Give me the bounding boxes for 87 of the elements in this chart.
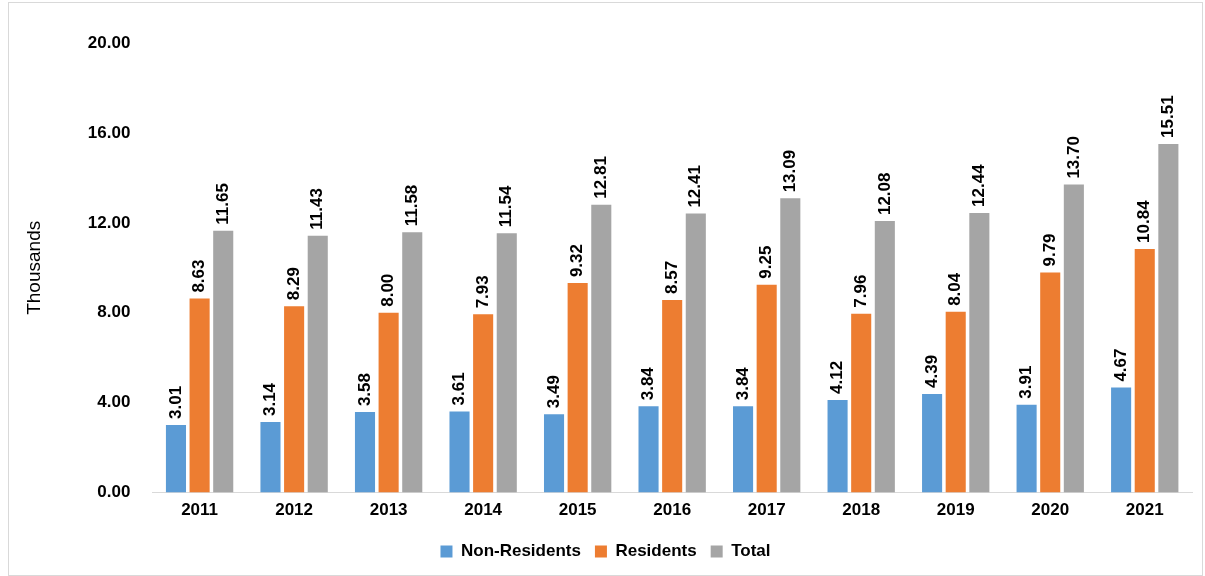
bar [922,393,943,493]
data-label: 7.93 [472,275,492,309]
bar [449,411,470,493]
x-tick-label: 2012 [275,500,314,520]
data-label: 7.96 [850,274,870,308]
bar [473,314,494,493]
data-label: 13.70 [1063,136,1083,179]
y-tick-label: 8.00 [97,302,131,322]
bar [189,298,210,493]
data-label: 8.29 [283,267,303,301]
bar [354,412,376,493]
bar [969,212,990,493]
data-label: 3.49 [543,375,563,409]
bar [1063,184,1084,493]
y-tick-label: 20.00 [87,32,131,52]
x-tick-label: 2017 [747,500,786,520]
legend-label: Residents [615,541,697,561]
y-axis-title: Thousands [22,220,44,315]
data-label: 3.58 [354,373,374,407]
bar [851,313,872,493]
data-label: 3.91 [1016,365,1036,399]
data-label: 9.25 [756,245,776,279]
data-label: 8.00 [378,273,398,307]
bar [378,312,399,493]
data-label: 3.84 [638,366,658,401]
data-label: 3.61 [449,372,469,406]
data-label: 11.58 [401,184,421,227]
bar [1016,404,1037,493]
data-label: 12.81 [590,156,610,199]
bar [685,213,706,493]
bar [780,198,801,493]
bar [1158,143,1179,493]
bar [638,406,659,493]
bar [874,221,895,493]
x-tick-label: 2018 [842,500,881,520]
x-tick-label: 2014 [464,500,503,520]
data-label: 8.63 [189,259,209,293]
x-tick-label: 2016 [653,500,692,520]
bar [402,232,423,493]
legend-label: Total [731,541,771,561]
data-label: 11.43 [307,188,327,230]
x-tick-label: 2011 [181,500,219,520]
x-tick-label: 2019 [936,500,975,520]
legend-label: Non-Residents [460,541,581,561]
bar [260,422,281,493]
bar [1134,248,1155,493]
data-label: 4.12 [827,360,847,394]
bar [307,235,328,493]
bar [945,311,966,493]
x-tick-label: 2021 [1125,500,1164,520]
y-tick-label: 16.00 [87,122,131,142]
y-tick-label: 0.00 [97,482,131,502]
data-label: 9.32 [567,243,587,278]
data-label: 4.39 [921,354,941,388]
x-tick-label: 2015 [558,500,597,520]
bar [284,306,305,493]
bar [567,283,588,493]
data-label: 9.79 [1039,233,1059,267]
data-label: 12.44 [969,163,989,207]
y-tick-label: 4.00 [97,392,131,412]
bar [165,424,187,493]
data-label: 3.84 [732,366,752,401]
data-label: 4.67 [1110,348,1130,382]
data-label: 13.09 [780,149,799,193]
data-label: 3.14 [260,382,280,417]
data-label: 12.41 [685,165,705,208]
bar [496,233,517,493]
bar [591,204,612,493]
data-label: 3.01 [165,385,185,419]
data-label: 8.57 [661,260,681,294]
bar [213,230,234,493]
bar [733,406,754,493]
data-label: 15.51 [1158,95,1178,138]
data-label: 12.08 [874,172,894,216]
y-tick-label: 12.00 [87,212,131,232]
bar [662,299,683,493]
data-label: 8.04 [945,272,965,306]
x-tick-label: 2020 [1031,500,1070,520]
bar [1040,272,1061,493]
x-tick-label: 2013 [369,500,408,520]
data-label: 10.84 [1134,199,1154,243]
bar [1111,387,1132,493]
bar [756,284,777,493]
data-label: 11.65 [212,183,232,225]
data-label: 11.54 [496,185,516,228]
bar [543,414,565,493]
bar [827,399,848,493]
